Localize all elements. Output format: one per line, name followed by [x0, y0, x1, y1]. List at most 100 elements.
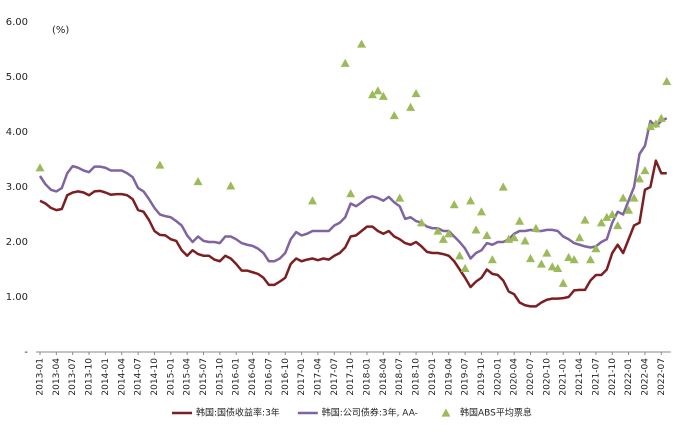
triangle-marker	[651, 119, 661, 128]
triangle-marker	[564, 252, 574, 261]
triangle-marker	[509, 233, 519, 242]
x-tick-label: 2021-10	[608, 358, 618, 396]
triangle-marker	[596, 218, 606, 227]
y-tick-label: -	[24, 347, 28, 358]
triangle-marker	[487, 255, 497, 264]
triangle-marker	[531, 223, 541, 232]
triangle-marker	[629, 193, 639, 202]
x-tick-label: 2015-10	[215, 358, 225, 396]
triangle-marker	[378, 91, 388, 100]
triangle-marker	[618, 193, 628, 202]
y-tick-label: 3.00	[6, 182, 28, 193]
x-tick-label: 2018-04	[379, 358, 389, 396]
legend-swatch	[441, 408, 451, 417]
x-tick-label: 2022-01	[624, 358, 634, 396]
x-tick-label: 2019-10	[477, 358, 487, 396]
triangle-marker	[498, 182, 508, 191]
triangle-marker	[515, 216, 525, 225]
x-tick-label: 2016-01	[232, 358, 242, 396]
triangle-marker	[226, 181, 236, 190]
triangle-marker	[417, 218, 426, 227]
triangle-marker	[624, 205, 634, 214]
y-tick-label: 1.00	[6, 292, 28, 303]
triangle-marker	[444, 229, 454, 238]
triangle-marker	[389, 111, 399, 120]
triangle-marker	[547, 262, 557, 271]
triangle-marker	[585, 255, 595, 264]
triangle-marker	[558, 278, 568, 287]
triangle-marker	[580, 215, 590, 224]
triangle-marker	[155, 160, 165, 169]
triangle-marker	[308, 196, 317, 205]
legend-label: 韩国ABS平均票息	[460, 407, 532, 419]
x-tick-label: 2020-07	[526, 358, 536, 396]
triangle-marker	[433, 226, 443, 235]
x-tick-label: 2018-10	[412, 358, 422, 396]
triangle-marker	[406, 102, 416, 111]
line-series	[38, 117, 668, 263]
triangle-marker	[466, 196, 476, 205]
triangle-marker	[482, 230, 492, 239]
x-tick-label: 2014-04	[117, 358, 127, 396]
x-tick-label: 2014-10	[150, 358, 160, 396]
triangle-marker	[346, 189, 356, 198]
triangle-marker	[367, 90, 377, 99]
x-tick-label: 2015-07	[199, 358, 209, 396]
x-tick-label: 2013-07	[68, 358, 78, 396]
legend-label: 韩国:公司债券:3年, AA-	[322, 407, 418, 419]
triangle-marker	[455, 251, 465, 260]
triangle-marker	[357, 39, 367, 48]
x-tick-label: 2019-01	[428, 358, 438, 396]
x-tick-label: 2017-07	[330, 358, 340, 396]
x-tick-label: 2017-04	[313, 358, 323, 396]
x-tick-label: 2016-04	[248, 358, 258, 396]
triangle-marker	[553, 263, 563, 272]
x-tick-label: 2020-01	[493, 358, 503, 396]
triangle-marker	[526, 254, 535, 263]
y-tick-label: 5.00	[6, 72, 28, 83]
y-tick-label: 2.00	[6, 237, 28, 248]
triangle-marker	[602, 212, 612, 221]
x-tick-label: 2021-04	[575, 358, 585, 396]
triangle-marker	[193, 177, 203, 186]
triangle-marker	[607, 210, 617, 219]
triangle-marker	[373, 86, 383, 95]
x-tick-label: 2015-01	[166, 358, 176, 396]
triangle-marker	[340, 58, 350, 67]
triangle-marker	[536, 259, 546, 268]
x-tick-label: 2017-10	[346, 358, 356, 396]
triangle-marker	[460, 263, 470, 272]
triangle-marker	[640, 166, 650, 175]
x-tick-label: 2020-10	[542, 358, 552, 396]
triangle-marker	[656, 113, 666, 122]
x-tick-label: 2014-01	[101, 358, 111, 396]
x-tick-label: 2017-01	[297, 358, 307, 396]
triangle-marker	[575, 233, 585, 242]
x-tick-label: 2018-07	[395, 358, 405, 396]
triangle-marker	[438, 234, 448, 243]
triangle-marker	[395, 193, 405, 202]
triangle-marker	[662, 76, 672, 85]
triangle-marker	[645, 122, 655, 131]
triangle-marker	[471, 225, 481, 234]
x-tick-label: 2014-07	[134, 358, 144, 396]
x-tick-label: 2013-01	[36, 358, 46, 396]
triangle-marker	[476, 207, 486, 216]
x-tick-label: 2021-07	[591, 358, 601, 396]
x-tick-label: 2013-10	[85, 358, 95, 396]
triangle-marker	[449, 200, 459, 209]
triangle-marker	[569, 255, 579, 264]
triangle-marker	[35, 163, 45, 172]
x-tick-label: 2016-10	[281, 358, 291, 396]
x-tick-label: 2021-01	[559, 358, 569, 396]
x-tick-label: 2013-04	[52, 358, 62, 396]
x-tick-label: 2019-04	[444, 358, 454, 396]
y-unit-label: (%)	[52, 25, 69, 36]
y-tick-label: 6.00	[6, 17, 28, 28]
triangle-marker	[542, 248, 552, 257]
x-tick-label: 2020-04	[510, 358, 520, 396]
x-tick-label: 2018-01	[363, 358, 373, 396]
legend-label: 韩国:国债收益率:3年	[196, 407, 280, 419]
line-series	[39, 159, 667, 308]
